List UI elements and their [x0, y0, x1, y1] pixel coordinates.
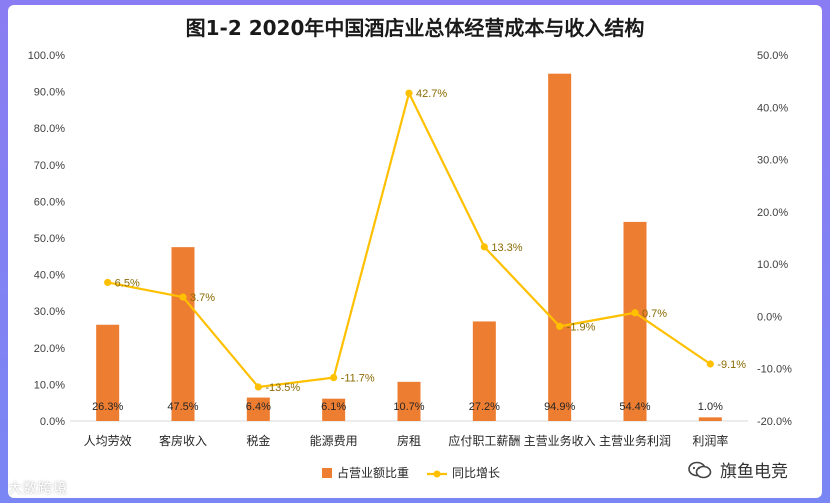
chart: 图1-2 2020年中国酒店业总体经营成本与收入结构 100.0% 90.0% 80.…	[28, 16, 792, 480]
y-right-tick-label: 10.0%	[757, 259, 788, 271]
line-point	[556, 322, 564, 330]
bar-data-label: 94.9%	[544, 401, 575, 413]
bar-data-label: 6.4%	[246, 401, 271, 413]
bar	[623, 221, 647, 421]
watermark-left: 大数跨境	[8, 478, 68, 498]
line-data-label: -1.9%	[567, 321, 596, 333]
line-data-label: -9.1%	[717, 359, 746, 371]
bar-data-label: 6.1%	[321, 401, 346, 413]
y-left-tick-label: 100.0%	[28, 50, 66, 62]
bar-data-label: 54.4%	[619, 401, 650, 413]
bar-data-label: 26.3%	[92, 401, 123, 413]
line-point	[706, 360, 714, 368]
line-data-label: -13.5%	[265, 382, 300, 394]
line-point	[179, 293, 187, 301]
y-right-tick-label: 20.0%	[757, 207, 788, 219]
bar	[698, 417, 722, 421]
bar	[96, 324, 120, 421]
y-left-tick-label: 70.0%	[34, 160, 65, 172]
wechat-icon	[688, 461, 712, 478]
line-point	[631, 309, 639, 317]
bar	[246, 397, 270, 421]
line-data-label: 42.7%	[416, 88, 447, 100]
watermark-left-text: 大数跨境	[8, 481, 68, 497]
watermark-right-text: 旗鱼电竞	[720, 462, 788, 482]
y-left-tick-label: 0.0%	[40, 416, 65, 428]
bar	[322, 398, 346, 421]
y-left-tick-label: 90.0%	[34, 87, 65, 99]
x-tick-label: 人均劳效	[84, 433, 132, 448]
bar	[548, 73, 572, 421]
x-tick-label: 房租	[397, 433, 421, 448]
bar	[171, 247, 195, 421]
x-tick-label: 税金	[246, 433, 270, 448]
y-right-tick-label: 50.0%	[757, 50, 788, 62]
bar-data-label: 10.7%	[393, 401, 424, 413]
y-left-tick-label: 20.0%	[34, 343, 65, 355]
y-right-tick-label: -10.0%	[757, 364, 792, 376]
line-point	[480, 243, 488, 251]
watermark-right: 旗鱼电竞	[688, 457, 788, 482]
line-point	[104, 278, 112, 287]
line-data-label: 13.3%	[491, 242, 522, 254]
x-tick-label: 利润率	[692, 433, 728, 448]
y-left-tick-label: 50.0%	[34, 233, 65, 245]
x-tick-label: 主营业务收入	[524, 433, 596, 448]
legend-bar-swatch	[322, 468, 332, 478]
y-left-tick-label: 80.0%	[34, 123, 65, 135]
bar	[472, 321, 496, 421]
bar	[397, 381, 421, 421]
y-left-tick-label: 60.0%	[34, 196, 65, 208]
line-point	[405, 89, 413, 97]
line-series	[107, 92, 711, 389]
x-tick-label: 应付职工薪酬	[448, 433, 520, 448]
y-right-tick-label: 0.0%	[757, 311, 782, 323]
line-point	[330, 374, 338, 382]
y-right-tick-label: 30.0%	[757, 155, 788, 167]
y-left-tick-label: 30.0%	[34, 306, 65, 318]
x-tick-label: 主营业务利润	[599, 433, 671, 448]
x-tick-label: 能源费用	[310, 434, 358, 448]
legend-line-marker	[433, 470, 441, 478]
chart-title: 图1-2 2020年中国酒店业总体经营成本与收入结构	[186, 16, 645, 40]
legend-bar-label: 占营业额比重	[337, 465, 409, 480]
bar-data-label: 1.0%	[698, 401, 723, 413]
y-left-tick-label: 10.0%	[34, 379, 65, 391]
line-data-label: 6.5%	[115, 277, 140, 289]
bar-data-label: 27.2%	[469, 401, 500, 413]
chart-card: 图1-2 2020年中国酒店业总体经营成本与收入结构 100.0% 90.0% 80.…	[8, 5, 822, 498]
legend-line-label: 同比增长	[452, 466, 500, 480]
line-data-label: 0.7%	[642, 308, 667, 320]
line-data-label: -11.7%	[341, 373, 375, 385]
x-tick-label: 客房收入	[159, 433, 207, 448]
bar-data-label: 47.5%	[167, 401, 198, 413]
y-right-tick-label: 40.0%	[757, 102, 788, 114]
y-right-tick-label: -20.0%	[757, 416, 792, 428]
line-data-label: 3.7%	[190, 292, 215, 304]
line-point	[254, 383, 262, 391]
y-left-tick-label: 40.0%	[34, 270, 65, 282]
